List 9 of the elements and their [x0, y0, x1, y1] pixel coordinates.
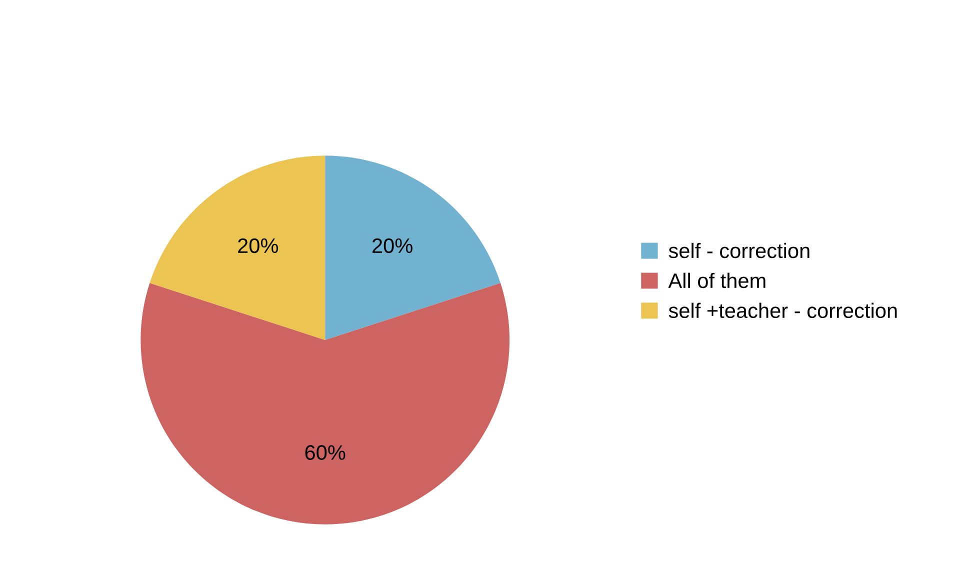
data-label: 20% — [238, 238, 278, 254]
legend-label: All of them — [668, 272, 766, 288]
legend-label: self - correction — [668, 242, 810, 258]
pie-slice — [150, 156, 326, 340]
data-label: 20% — [372, 238, 412, 254]
legend-label: self +teacher - correction — [668, 302, 897, 318]
pie-slice — [140, 283, 510, 524]
pie-slice — [325, 156, 500, 340]
data-label: 60% — [305, 445, 346, 460]
